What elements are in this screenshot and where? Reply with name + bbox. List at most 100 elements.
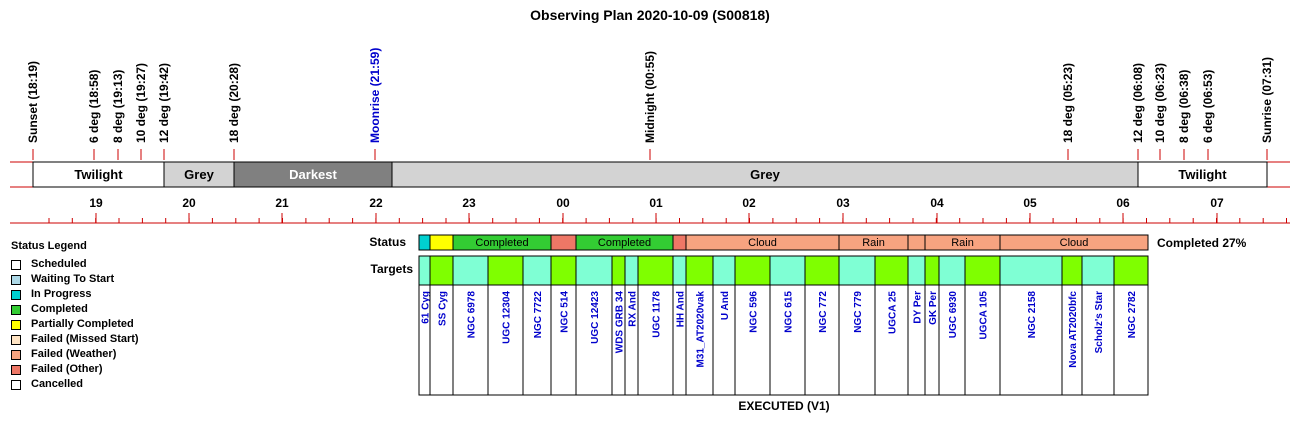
target-bar — [685, 255, 714, 286]
legend-swatch — [11, 319, 21, 330]
status-segment-label: Completed — [598, 237, 651, 249]
target-name: U And — [720, 291, 731, 320]
sky-band — [32, 161, 165, 188]
target-name: HH And — [676, 291, 687, 327]
target-bar — [938, 255, 966, 286]
completed-percentage: Completed 27% — [1157, 236, 1247, 250]
status-segment — [429, 234, 454, 251]
target-name: M31_AT2020vak — [696, 291, 707, 368]
target-name: DY Per — [913, 291, 924, 324]
sky-band-label: Grey — [750, 167, 780, 182]
status-segment-label: Cloud — [1060, 237, 1089, 249]
legend-swatch — [11, 289, 21, 300]
legend-item: Cancelled — [11, 377, 139, 392]
target-bar — [907, 255, 926, 286]
sky-band-label: Twilight — [74, 167, 123, 182]
target-name: NGC 6978 — [467, 291, 478, 339]
target-name: RX And — [628, 291, 639, 327]
event-label: 8 deg (19:13) — [111, 70, 125, 143]
legend-item: Completed — [11, 302, 139, 317]
target-bar — [712, 255, 736, 286]
hour-tick-label: 19 — [89, 196, 103, 210]
target-name: UGC 1178 — [652, 291, 663, 338]
target-bar — [1081, 255, 1115, 286]
legend-item: Partially Completed — [11, 317, 139, 332]
legend-item: Waiting To Start — [11, 272, 139, 287]
legend-label: Partially Completed — [31, 318, 134, 330]
event-label: 6 deg (18:58) — [87, 70, 101, 143]
target-bar — [624, 255, 639, 286]
target-name: 61 Cyg — [421, 291, 432, 324]
legend-label: Scheduled — [31, 258, 87, 270]
hour-tick-label: 04 — [930, 196, 944, 210]
legend-label: Waiting To Start — [31, 273, 115, 285]
target-name: Scholz's Star — [1094, 291, 1105, 354]
target-bar — [1113, 255, 1149, 286]
target-bar — [804, 255, 840, 286]
legend-item: Scheduled — [11, 257, 139, 272]
target-name: UGC 6930 — [948, 291, 959, 339]
executed-label: EXECUTED (V1) — [738, 399, 829, 413]
target-name: NGC 514 — [560, 291, 571, 333]
status-segment — [550, 234, 577, 251]
status-segment-label: Rain — [951, 237, 974, 249]
legend-label: Cancelled — [31, 378, 83, 390]
legend-swatch — [11, 259, 21, 270]
target-name: NGC 772 — [818, 291, 829, 333]
target-bar — [964, 255, 1001, 286]
target-name: Nova AT2020bfc — [1068, 291, 1079, 368]
event-label: 10 deg (19:27) — [134, 63, 148, 143]
event-label: Moonrise (21:59) — [368, 48, 382, 143]
legend-swatch — [11, 379, 21, 390]
status-segment-label: Cloud — [748, 237, 777, 249]
plan-title: Observing Plan 2020-10-09 (S00818) — [530, 7, 770, 23]
target-bar — [418, 255, 431, 286]
target-bar — [575, 255, 613, 286]
event-label: 18 deg (20:28) — [227, 63, 241, 143]
event-label: 12 deg (06:08) — [1131, 63, 1145, 143]
hour-tick-label: 07 — [1210, 196, 1224, 210]
status-row: Status Completed Completed Cloud Rain Rain Cl… — [369, 234, 1149, 251]
sky-band-label: Grey — [184, 167, 214, 182]
target-name: NGC 779 — [853, 291, 864, 333]
sky-band — [1137, 161, 1268, 188]
legend-label: Failed (Missed Start) — [31, 333, 139, 345]
legend-label: Failed (Other) — [31, 363, 103, 375]
target-bar — [672, 255, 687, 286]
target-bar — [769, 255, 806, 286]
hour-tick-label: 22 — [369, 196, 383, 210]
hour-tick-label: 21 — [275, 196, 289, 210]
sky-bands: Twilight Grey Darkest Grey Twilight — [10, 161, 1290, 188]
legend-swatch — [11, 364, 21, 375]
legend-swatch — [11, 334, 21, 345]
sky-band — [233, 161, 393, 188]
status-segment — [907, 234, 926, 251]
legend-swatch — [11, 349, 21, 360]
hour-tick-label: 06 — [1116, 196, 1130, 210]
target-name: WDS GRB 34 — [615, 291, 626, 354]
hour-tick-label: 02 — [742, 196, 756, 210]
target-bar — [452, 255, 489, 286]
status-legend-title: Status Legend — [11, 240, 87, 252]
sky-band-label: Darkest — [289, 167, 337, 182]
status-segment-label: Rain — [862, 237, 885, 249]
hour-tick-label: 00 — [556, 196, 570, 210]
status-row-label: Status — [369, 235, 406, 249]
legend-item: In Progress — [11, 287, 139, 302]
event-label: Sunset (18:19) — [26, 61, 40, 143]
target-name: NGC 615 — [784, 291, 795, 333]
target-name: NGC 2158 — [1027, 291, 1038, 339]
legend-label: Completed — [31, 303, 88, 315]
event-label: 6 deg (06:53) — [1201, 70, 1215, 143]
legend-swatch — [11, 304, 21, 315]
target-name: GK Per — [928, 291, 939, 325]
target-bar — [1061, 255, 1083, 286]
target-bar — [838, 255, 876, 286]
targets-row: Targets 61 Cyg SS Cyg NGC 6978 UGC 12304 NGC… — [371, 255, 1149, 396]
event-label: 10 deg (06:23) — [1153, 63, 1167, 143]
hour-tick-label: 20 — [182, 196, 196, 210]
target-bar — [924, 255, 940, 286]
target-name: UGCA 105 — [979, 291, 990, 340]
target-name: NGC 596 — [749, 291, 760, 333]
